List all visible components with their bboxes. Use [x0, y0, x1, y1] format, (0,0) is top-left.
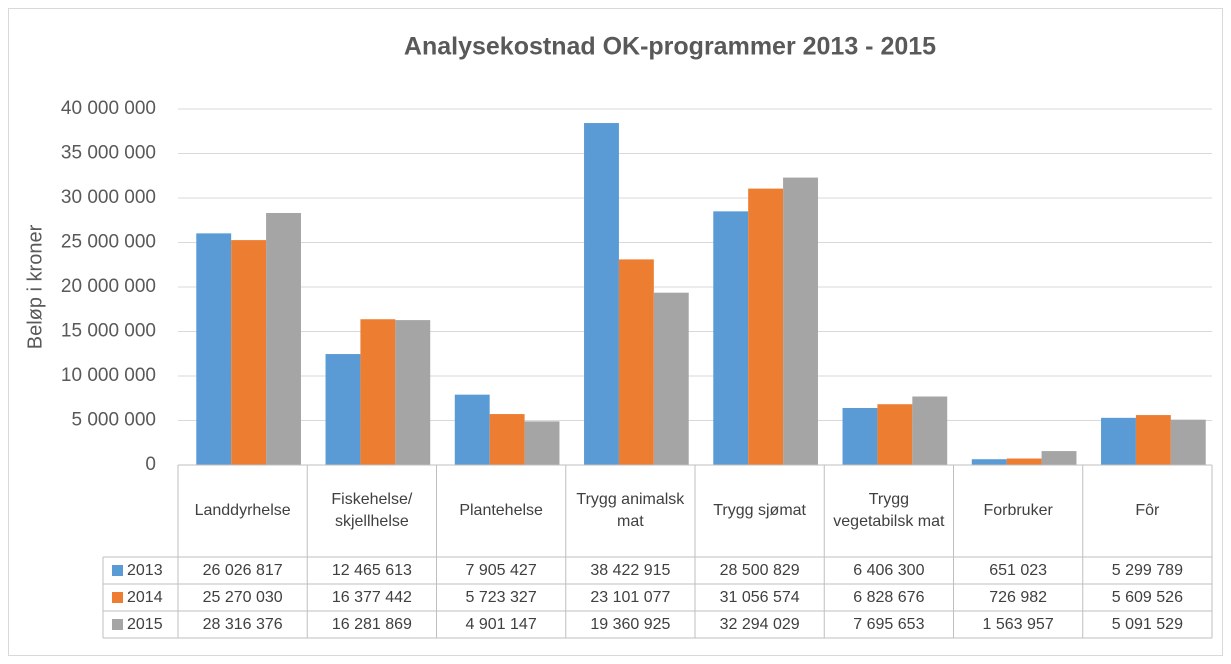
legend-label: 2014	[127, 589, 163, 606]
legend-swatch	[112, 619, 123, 630]
table-value: 19 360 925	[590, 615, 671, 633]
bar	[877, 404, 913, 465]
category-label: Fôr	[1135, 502, 1160, 519]
table-value: 16 377 442	[331, 588, 412, 606]
y-tick-label: 5 000 000	[71, 410, 156, 431]
category-label: Landdyrhelse	[194, 502, 291, 519]
bar	[584, 123, 619, 465]
table-value: 28 316 376	[202, 615, 283, 633]
legend-swatch	[112, 592, 123, 603]
category-label: Fiskehelse/ skjellhelse	[331, 491, 413, 530]
bar	[360, 319, 396, 465]
table-value: 16 281 869	[331, 615, 412, 633]
bar	[231, 240, 267, 465]
table-value: 7 905 427	[465, 561, 537, 579]
chart-title: Analysekostnad OK-programmer 2013 - 2015	[404, 33, 936, 61]
legend-swatch	[112, 565, 123, 576]
category-label: Trygg vegetabilsk mat	[833, 491, 945, 530]
table-value: 38 422 915	[590, 561, 671, 579]
category-label: Trygg animalsk mat	[576, 491, 685, 530]
bar	[196, 233, 232, 465]
table-value: 726 982	[989, 588, 1048, 606]
bar	[325, 354, 361, 465]
table-value: 4 901 147	[465, 615, 537, 633]
table-value: 6 406 300	[853, 561, 925, 579]
bar	[842, 407, 878, 465]
table-value: 5 299 789	[1111, 561, 1183, 579]
bar	[1170, 419, 1206, 465]
bar	[1006, 458, 1042, 465]
table-value: 5 091 529	[1111, 615, 1183, 633]
bar	[912, 396, 948, 465]
bar	[395, 320, 431, 465]
y-tick-label: 15 000 000	[61, 321, 156, 342]
y-axis-label: Beløp i kroner	[24, 224, 46, 349]
bar	[1135, 415, 1171, 465]
bar	[1101, 417, 1136, 465]
table-value: 5 723 327	[465, 588, 537, 606]
bar	[653, 292, 689, 465]
bar	[1041, 451, 1077, 465]
category-label: Forbruker	[983, 502, 1053, 519]
category-label: Plantehelse	[459, 502, 543, 519]
y-tick-label: 0	[145, 454, 156, 475]
legend-label: 2015	[127, 616, 163, 633]
table-value: 12 465 613	[331, 561, 412, 579]
y-tick-label: 40 000 000	[61, 98, 156, 119]
category-label: Trygg sjømat	[713, 502, 806, 519]
table-value: 1 563 957	[982, 615, 1054, 633]
bar	[454, 394, 490, 465]
bar	[618, 259, 654, 465]
bar	[524, 421, 560, 465]
y-tick-label: 20 000 000	[61, 276, 156, 297]
bar	[748, 188, 784, 465]
bar	[713, 211, 749, 465]
legend-label: 2013	[127, 562, 163, 579]
table-value: 25 270 030	[202, 588, 283, 606]
bar	[783, 177, 818, 466]
y-tick-label: 35 000 000	[61, 143, 156, 164]
y-tick-label: 10 000 000	[61, 365, 156, 386]
y-tick-label: 25 000 000	[61, 232, 156, 253]
table-value: 651 023	[989, 561, 1048, 579]
table-value: 23 101 077	[590, 588, 671, 606]
table-value: 31 056 574	[719, 588, 800, 606]
bar	[971, 459, 1007, 465]
table-value: 32 294 029	[719, 615, 800, 633]
table-value: 5 609 526	[1111, 588, 1183, 606]
table-value: 7 695 653	[853, 615, 925, 633]
bar	[266, 212, 301, 465]
bar	[489, 414, 525, 465]
table-value: 6 828 676	[853, 588, 925, 606]
table-value: 26 026 817	[202, 561, 283, 579]
y-tick-label: 30 000 000	[61, 187, 156, 208]
table-value: 28 500 829	[719, 561, 800, 579]
